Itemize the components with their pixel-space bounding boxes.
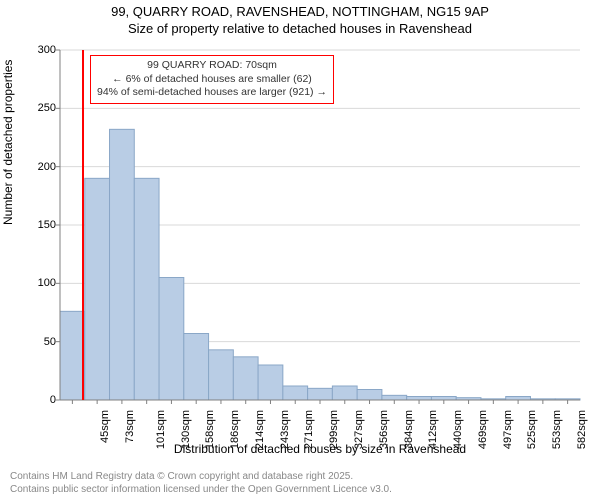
y-tick-label: 100: [16, 277, 56, 289]
y-tick-label: 50: [16, 336, 56, 348]
x-tick-label: 73sqm: [124, 410, 136, 443]
y-tick-label: 200: [16, 161, 56, 173]
footer-line-1: Contains HM Land Registry data © Crown c…: [10, 471, 392, 484]
x-axis-label: Distribution of detached houses by size …: [60, 442, 580, 456]
x-tick-label: 45sqm: [99, 410, 111, 443]
y-tick-label: 250: [16, 102, 56, 114]
y-axis-label: Number of detached properties: [1, 60, 15, 225]
annotation-line-3: 94% of semi-detached houses are larger (…: [97, 86, 327, 100]
footer-attribution: Contains HM Land Registry data © Crown c…: [10, 471, 392, 496]
y-tick-label: 150: [16, 219, 56, 231]
annotation-line-2: ← 6% of detached houses are smaller (62): [97, 73, 327, 87]
chart-container: 99, QUARRY ROAD, RAVENSHEAD, NOTTINGHAM,…: [0, 0, 600, 500]
title-line-1: 99, QUARRY ROAD, RAVENSHEAD, NOTTINGHAM,…: [0, 4, 600, 21]
footer-line-2: Contains public sector information licen…: [10, 484, 392, 497]
annotation-line-1: 99 QUARRY ROAD: 70sqm: [97, 59, 327, 73]
y-tick-label: 300: [16, 44, 56, 56]
title-line-2: Size of property relative to detached ho…: [0, 21, 600, 38]
annotation-box: 99 QUARRY ROAD: 70sqm ← 6% of detached h…: [90, 55, 334, 104]
y-tick-label: 0: [16, 394, 56, 406]
chart-title: 99, QUARRY ROAD, RAVENSHEAD, NOTTINGHAM,…: [0, 4, 600, 38]
